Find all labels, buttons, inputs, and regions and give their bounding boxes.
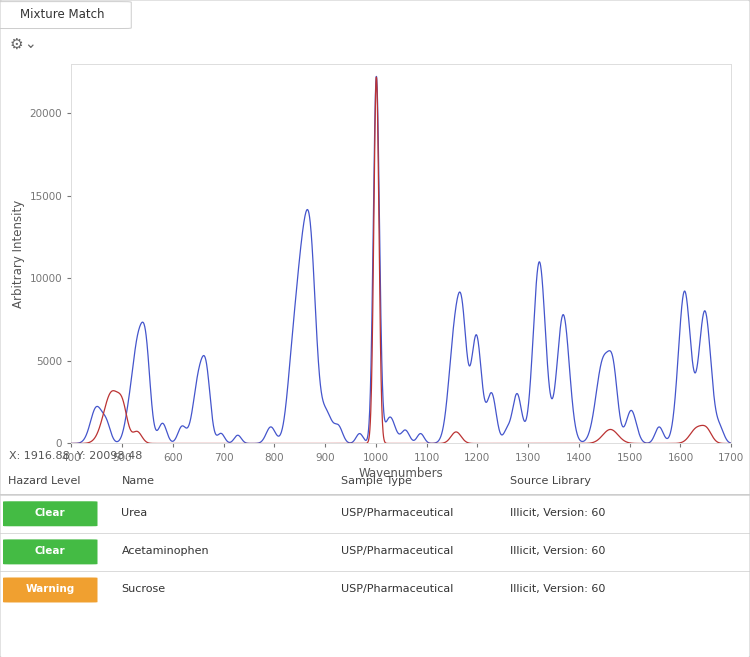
Text: Sucrose: Sucrose: [122, 584, 166, 594]
FancyBboxPatch shape: [3, 539, 98, 564]
Text: Clear: Clear: [35, 546, 65, 556]
Text: USP/Pharmaceutical: USP/Pharmaceutical: [341, 584, 454, 594]
Text: USP/Pharmaceutical: USP/Pharmaceutical: [341, 508, 454, 518]
Text: Illicit, Version: 60: Illicit, Version: 60: [510, 508, 605, 518]
Text: Source Library: Source Library: [510, 476, 591, 486]
Text: Hazard Level: Hazard Level: [8, 476, 80, 486]
X-axis label: Wavenumbers: Wavenumbers: [358, 466, 444, 480]
Text: Clear: Clear: [35, 508, 65, 518]
Text: Mixture Match: Mixture Match: [20, 8, 104, 20]
Text: ⚙: ⚙: [10, 37, 23, 52]
FancyBboxPatch shape: [3, 501, 98, 526]
Text: Illicit, Version: 60: Illicit, Version: 60: [510, 584, 605, 594]
Text: USP/Pharmaceutical: USP/Pharmaceutical: [341, 546, 454, 556]
Y-axis label: Arbitrary Intensity: Arbitrary Intensity: [12, 200, 26, 307]
Text: Warning: Warning: [26, 584, 75, 594]
Text: Sample Type: Sample Type: [341, 476, 412, 486]
Text: ⌄: ⌄: [24, 37, 36, 51]
Text: Acetaminophen: Acetaminophen: [122, 546, 209, 556]
Text: Name: Name: [122, 476, 154, 486]
FancyBboxPatch shape: [0, 1, 131, 28]
Text: Illicit, Version: 60: Illicit, Version: 60: [510, 546, 605, 556]
FancyBboxPatch shape: [3, 578, 98, 602]
Text: X: 1916.88  Y: 20098.48: X: 1916.88 Y: 20098.48: [9, 451, 142, 461]
Text: Urea: Urea: [122, 508, 148, 518]
